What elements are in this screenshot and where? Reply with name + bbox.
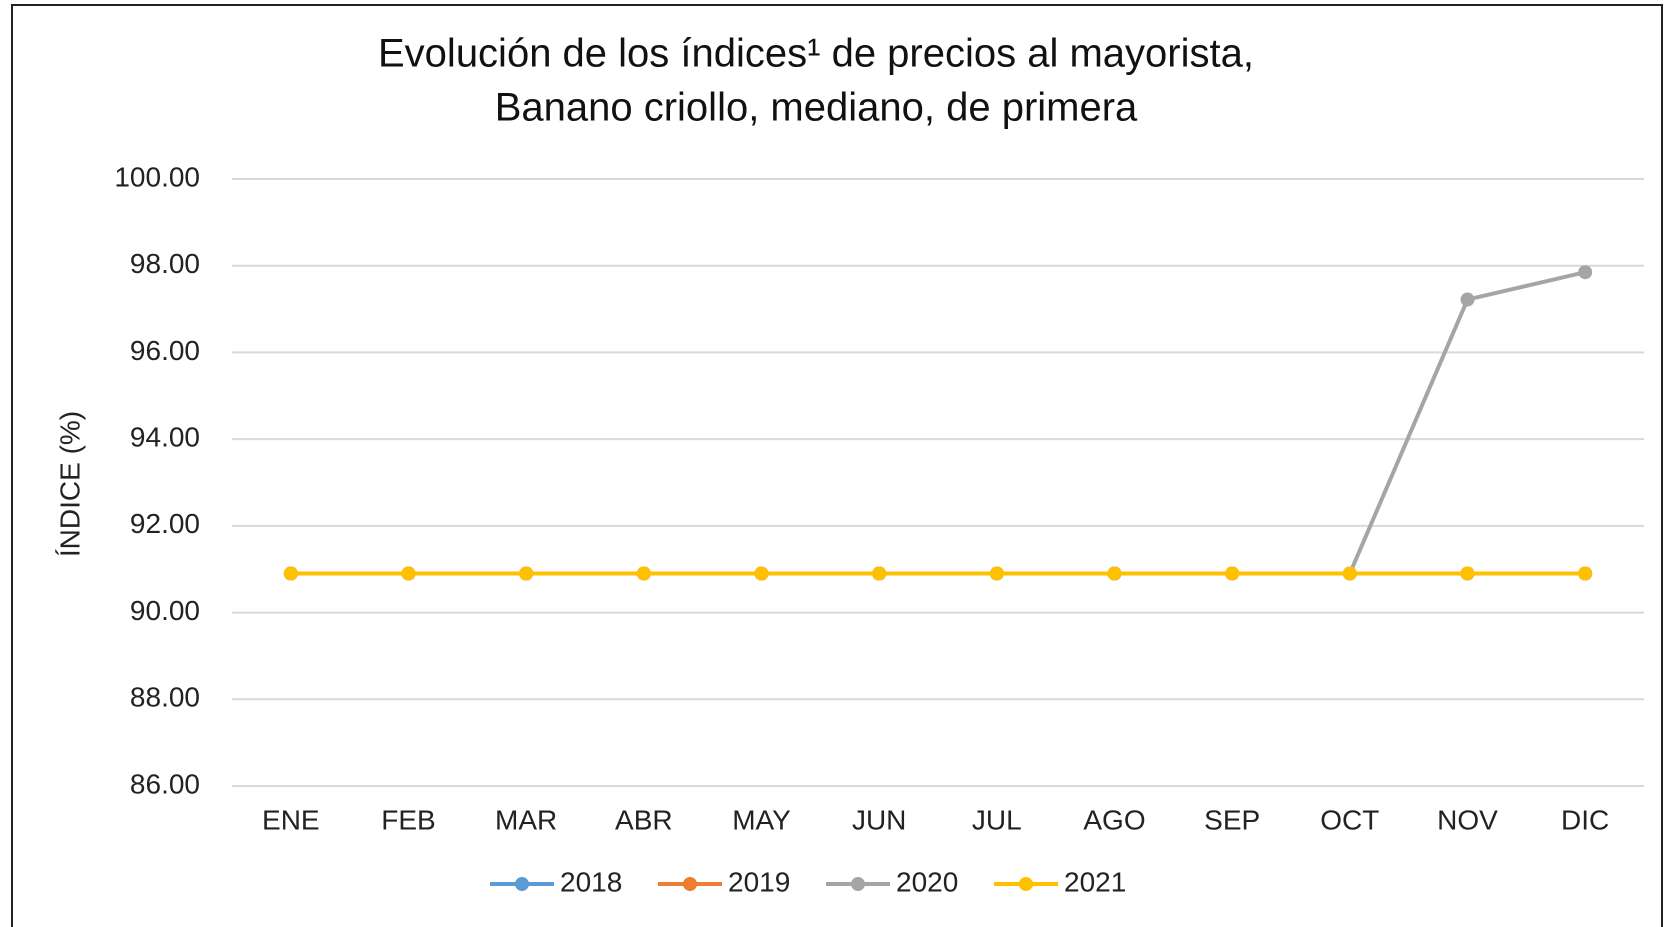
x-tick-label: ABR bbox=[615, 804, 673, 835]
data-point bbox=[1342, 566, 1357, 581]
legend-marker bbox=[683, 877, 697, 891]
data-point bbox=[1460, 566, 1475, 581]
data-point bbox=[989, 566, 1004, 581]
x-tick-label: SEP bbox=[1204, 804, 1260, 835]
chart-title: Evolución de los índices¹ de precios al … bbox=[378, 32, 1254, 76]
x-tick-label: ENE bbox=[262, 804, 320, 835]
y-tick-label: 86.00 bbox=[130, 768, 200, 799]
y-tick-label: 100.00 bbox=[114, 161, 200, 192]
y-tick-label: 90.00 bbox=[130, 595, 200, 626]
x-tick-label: NOV bbox=[1437, 804, 1498, 835]
legend-label: 2020 bbox=[896, 866, 958, 897]
data-point bbox=[519, 566, 534, 581]
x-tick-label: JUL bbox=[972, 804, 1022, 835]
legend-marker bbox=[515, 877, 529, 891]
x-tick-label: MAR bbox=[495, 804, 557, 835]
x-tick-label: DIC bbox=[1561, 804, 1609, 835]
x-tick-label: AGO bbox=[1083, 804, 1145, 835]
x-tick-label: JUN bbox=[852, 804, 906, 835]
data-point bbox=[1578, 566, 1593, 581]
chart-frame bbox=[11, 4, 1663, 927]
legend-label: 2021 bbox=[1064, 866, 1126, 897]
data-point bbox=[1578, 265, 1593, 280]
y-tick-label: 96.00 bbox=[130, 335, 200, 366]
legend-marker bbox=[851, 877, 865, 891]
x-tick-label: FEB bbox=[381, 804, 435, 835]
data-point bbox=[401, 566, 416, 581]
legend-label: 2018 bbox=[560, 866, 622, 897]
y-tick-label: 94.00 bbox=[130, 422, 200, 453]
data-point bbox=[1107, 566, 1122, 581]
legend-label: 2019 bbox=[728, 866, 790, 897]
data-point bbox=[754, 566, 769, 581]
y-tick-label: 98.00 bbox=[130, 248, 200, 279]
data-point bbox=[872, 566, 887, 581]
data-point bbox=[1460, 292, 1475, 307]
data-point bbox=[1225, 566, 1240, 581]
legend-marker bbox=[1019, 877, 1033, 891]
data-point bbox=[283, 566, 298, 581]
x-tick-label: OCT bbox=[1320, 804, 1379, 835]
chart-title: Banano criollo, mediano, de primera bbox=[495, 86, 1138, 130]
y-tick-label: 92.00 bbox=[130, 508, 200, 539]
data-point bbox=[636, 566, 651, 581]
y-axis-title: ÍNDICE (%) bbox=[54, 411, 85, 557]
y-tick-label: 88.00 bbox=[130, 682, 200, 713]
x-tick-label: MAY bbox=[732, 804, 791, 835]
